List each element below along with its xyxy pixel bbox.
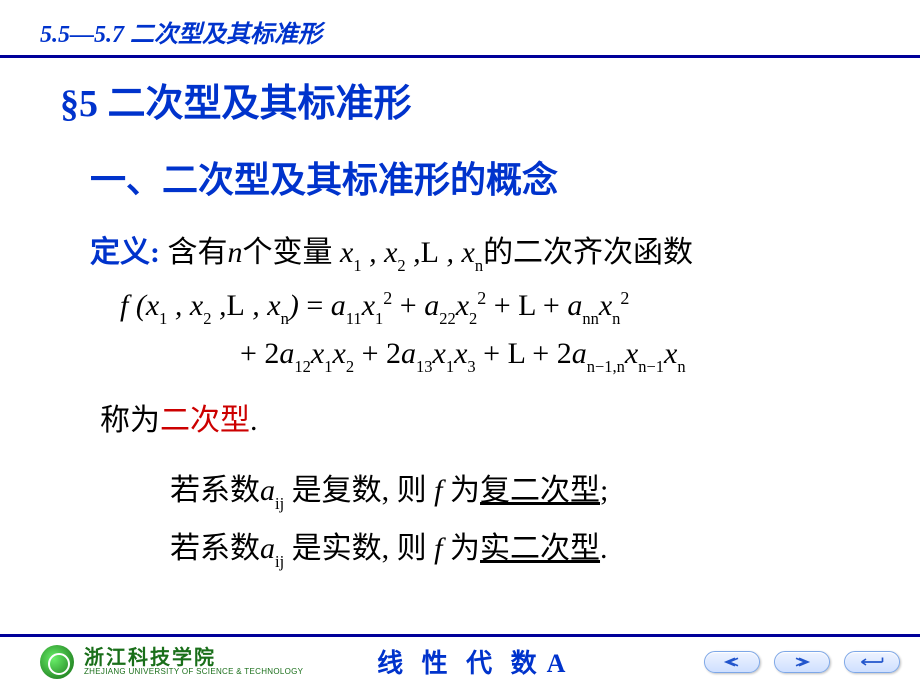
logo-icon	[40, 645, 74, 679]
real-text2: 是实数, 则	[284, 532, 427, 565]
logo-text: 浙江科技学院 ZHEJIANG UNIVERSITY OF SCIENCE & …	[84, 648, 303, 676]
header-text: 5.5—5.7 二次型及其标准形	[40, 22, 322, 48]
chapter-prefix: §5	[60, 83, 98, 125]
real-text1: 若系数	[170, 532, 260, 565]
def-n: n	[228, 236, 243, 269]
called-red: 二次型	[160, 404, 250, 437]
slide-content: §5 二次型及其标准形 一、二次型及其标准形的概念 定义: 含有n个变量 x1 …	[0, 72, 920, 567]
nav-buttons	[704, 651, 900, 673]
definition-line: 定义: 含有n个变量 x1 , x2 ,L , xn的二次齐次函数	[90, 227, 880, 271]
complex-text1: 若系数	[170, 474, 260, 507]
course-suffix: A	[547, 649, 566, 678]
complex-underline: 复二次型	[480, 474, 600, 507]
complex-f: f	[434, 474, 442, 507]
def-vars: x1 , x2 ,L , xn	[340, 236, 483, 269]
formula-line-1: f (x1 , x2 ,L , xn) = a11x12 + a22x22 + …	[120, 289, 880, 323]
definition-label: 定义:	[90, 236, 160, 269]
complex-line: 若系数aij 是复数, 则 f 为复二次型;	[170, 465, 880, 509]
real-f: f	[434, 532, 442, 565]
complex-aij: aij	[260, 474, 284, 507]
real-line: 若系数aij 是实数, 则 f 为实二次型.	[170, 523, 880, 567]
real-underline: 实二次型	[480, 532, 600, 565]
chapter-text: 二次型及其标准形	[98, 83, 412, 125]
complex-text2: 是复数, 则	[284, 474, 427, 507]
footer: 浙江科技学院 ZHEJIANG UNIVERSITY OF SCIENCE & …	[0, 634, 920, 690]
course-title: 线 性 代 数A	[377, 643, 565, 680]
page-header: 5.5—5.7 二次型及其标准形	[0, 0, 920, 49]
chapter-title: §5 二次型及其标准形	[60, 72, 880, 127]
next-button[interactable]	[774, 651, 830, 673]
logo-en: ZHEJIANG UNIVERSITY OF SCIENCE & TECHNOL…	[84, 668, 303, 676]
course-name: 线 性 代 数	[377, 649, 543, 678]
called-text1: 称为	[100, 404, 160, 437]
real-aij: aij	[260, 532, 284, 565]
def-text1: 含有	[160, 236, 228, 269]
university-logo: 浙江科技学院 ZHEJIANG UNIVERSITY OF SCIENCE & …	[40, 645, 303, 679]
logo-cn: 浙江科技学院	[84, 648, 303, 668]
complex-text3: 为	[443, 474, 481, 507]
def-text2: 个变量	[243, 236, 333, 269]
def-text3: 的二次齐次函数	[483, 236, 693, 269]
top-divider	[0, 55, 920, 58]
real-dot: .	[600, 532, 608, 565]
section-title: 一、二次型及其标准形的概念	[90, 151, 880, 203]
real-text3: 为	[443, 532, 481, 565]
prev-button[interactable]	[704, 651, 760, 673]
called-dot: .	[250, 404, 258, 437]
complex-semi: ;	[600, 474, 608, 507]
formula-line-2: + 2a12x1x2 + 2a13x1x3 + L + 2an−1,nxn−1x…	[240, 337, 880, 371]
return-button[interactable]	[844, 651, 900, 673]
called-line: 称为二次型.	[100, 395, 880, 439]
footer-bar: 浙江科技学院 ZHEJIANG UNIVERSITY OF SCIENCE & …	[0, 637, 920, 687]
